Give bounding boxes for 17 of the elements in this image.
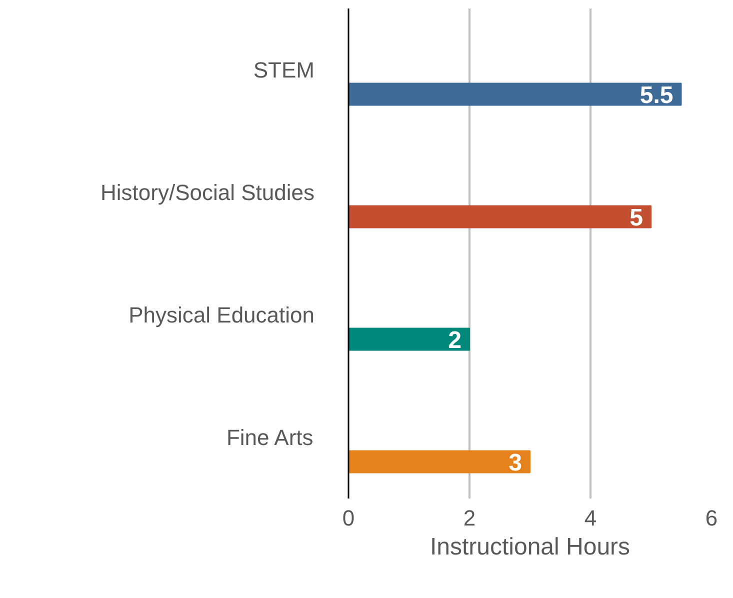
x-tick-label: 6	[705, 506, 718, 530]
y-tick-label: STEM	[253, 57, 315, 82]
bar	[348, 450, 530, 474]
x-axis-title: Instructional Hours	[430, 534, 630, 560]
x-tick-label: 2	[463, 506, 476, 530]
x-tick-label: 0	[342, 506, 355, 530]
bar	[348, 328, 470, 351]
bar	[348, 82, 682, 106]
data-label: 3	[508, 449, 522, 476]
y-tick-label: Physical Education	[128, 302, 315, 328]
bar	[348, 205, 652, 228]
data-label: 5	[630, 204, 644, 232]
x-tick-label: 4	[584, 506, 597, 530]
y-tick-label: History/Social Studies	[100, 180, 315, 205]
data-label: 2	[448, 326, 462, 354]
data-label: 5.5	[640, 82, 674, 109]
y-tick-label: Fine Arts	[226, 424, 314, 450]
